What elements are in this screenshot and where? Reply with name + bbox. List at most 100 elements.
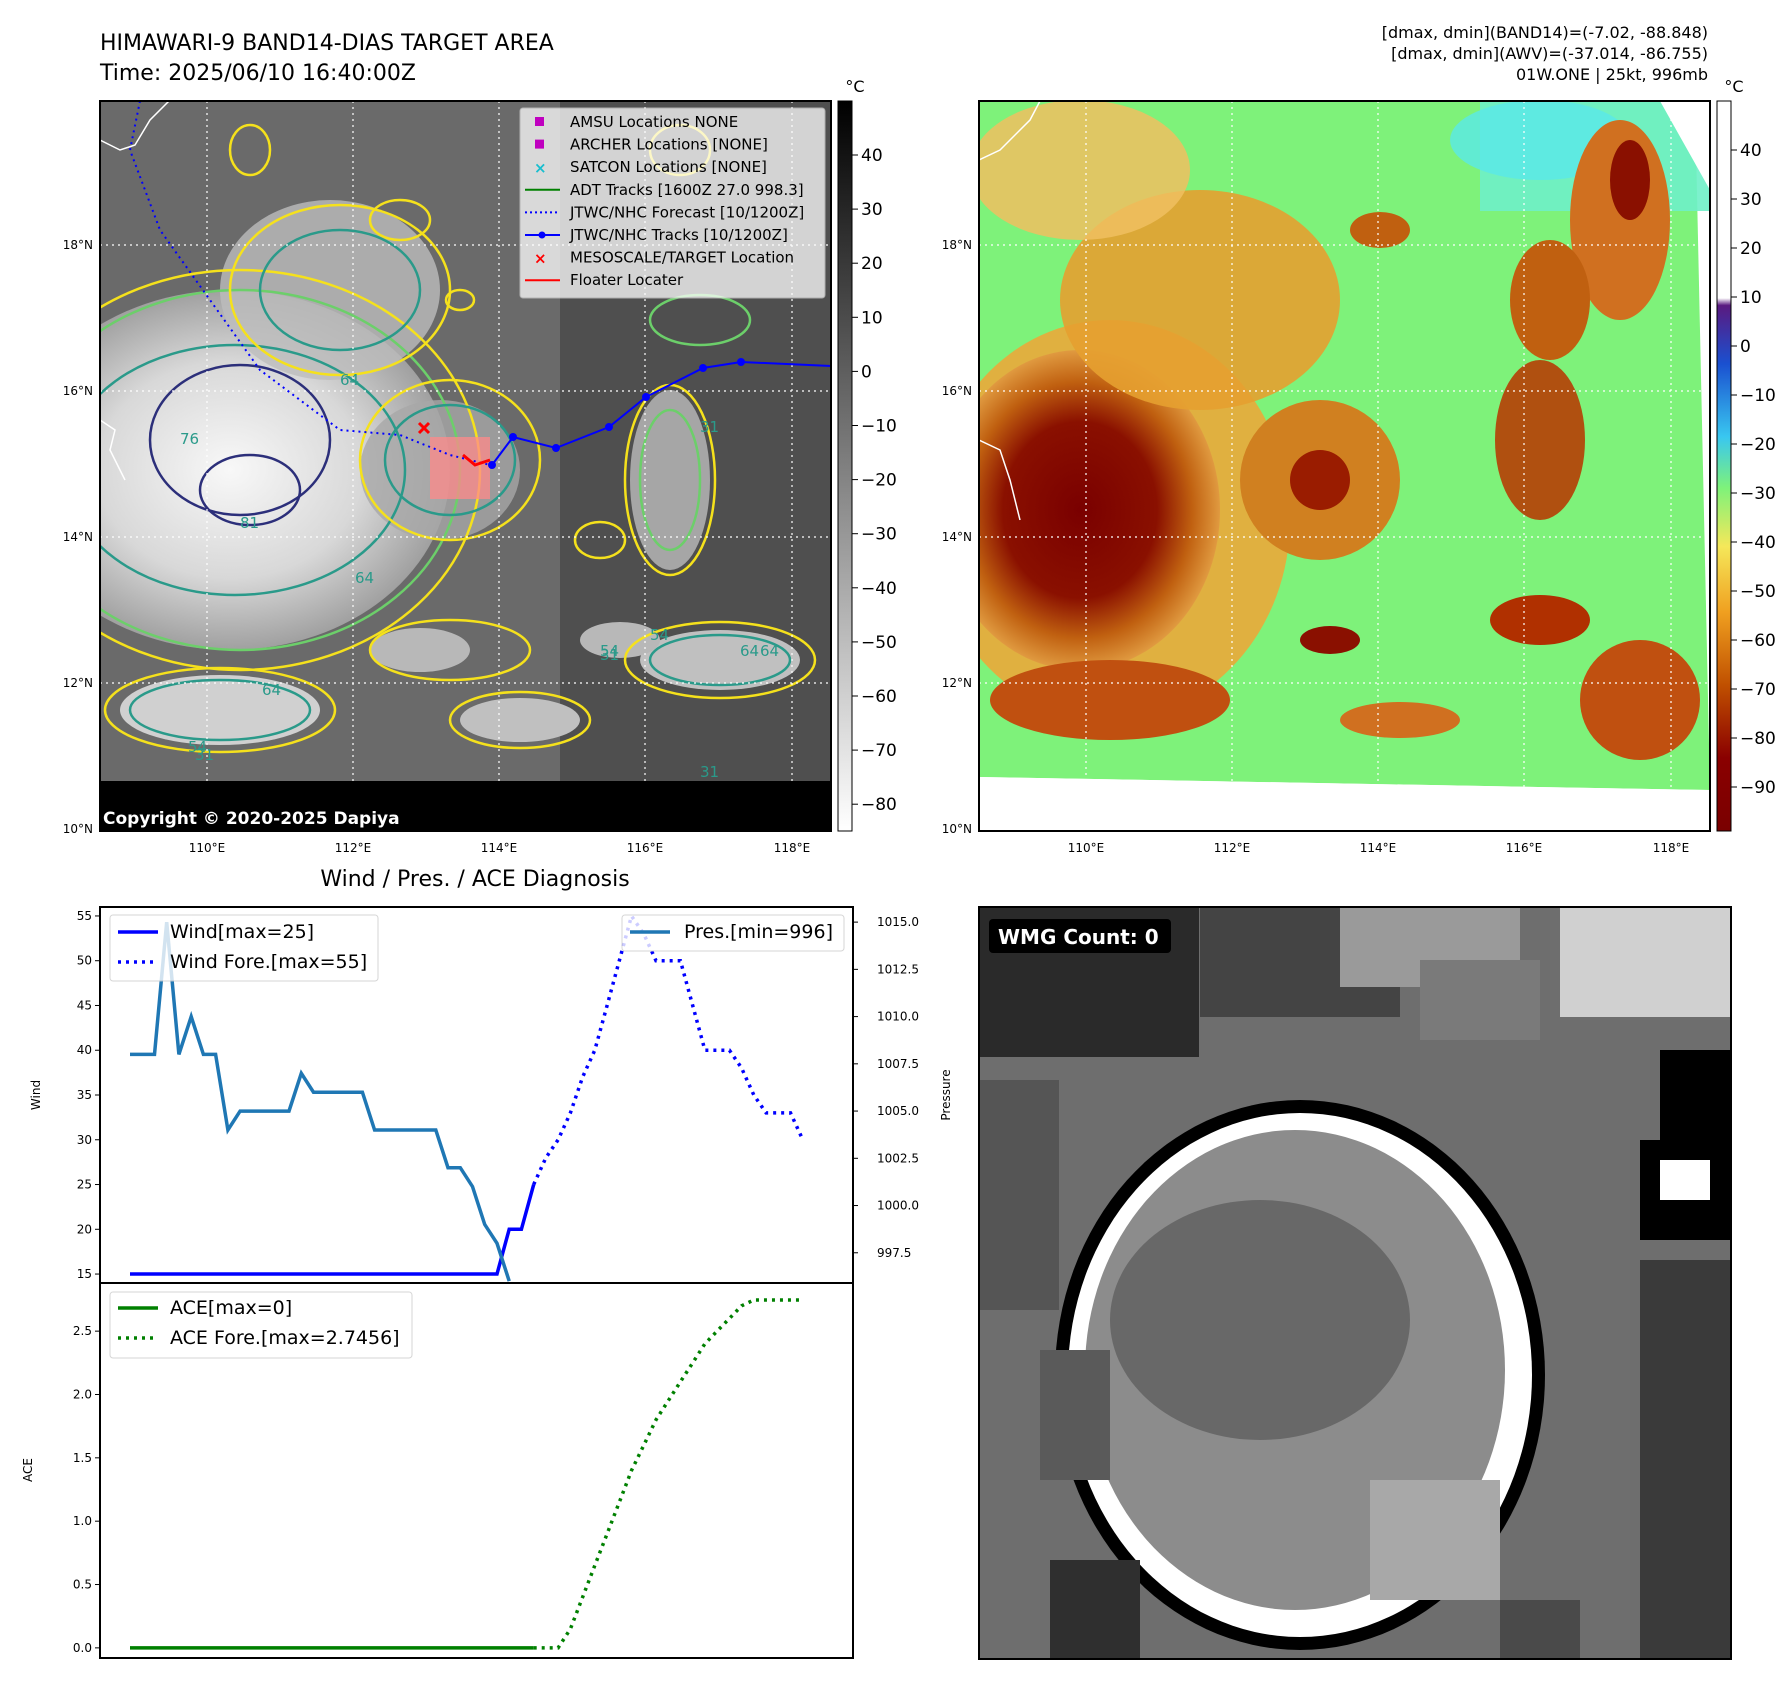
- lat-label: 10°N: [942, 822, 972, 836]
- colorbar-tick-label: −70: [1740, 680, 1776, 700]
- lat-label: 16°N: [63, 384, 93, 398]
- ace-legend: ACE[max=0] ACE Fore.[max=2.7456]: [109, 1291, 413, 1359]
- y-tick-label: 40: [77, 1043, 92, 1057]
- awv-lat-labels: 18°N 16°N 14°N 12°N 10°N: [942, 238, 972, 836]
- ir-lon-labels: 110°E 112°E 114°E 116°E 118°E: [189, 841, 811, 855]
- colorbar-tick-label: 20: [1740, 239, 1762, 259]
- awv-info-line2: [dmax, dmin](AWV)=(-37.014, -86.755): [1391, 44, 1708, 63]
- colorbar-tick-label: −60: [861, 687, 897, 707]
- contour-label: 31: [700, 763, 719, 781]
- y-tick-label: 25: [77, 1178, 92, 1192]
- ir-contour-labels: 76 64 64 54 64 64 54 31 31 81 31 54 64 3…: [180, 371, 779, 781]
- awv-info-line3: 01W.ONE | 25kt, 996mb: [1516, 65, 1708, 84]
- lat-label: 14°N: [942, 530, 972, 544]
- lat-label: 16°N: [942, 384, 972, 398]
- ir-title-line2: Time: 2025/06/10 16:40:00Z: [99, 61, 416, 86]
- legend-marker: ×: [534, 250, 547, 268]
- contour-label: 81: [240, 514, 259, 532]
- legend-label: Pres.[min=996]: [684, 921, 833, 943]
- y2-tick-label: 997.5: [877, 1246, 911, 1260]
- legend-label: Wind Fore.[max=55]: [170, 951, 367, 973]
- contour-label: 31: [195, 746, 214, 764]
- legend-marker: ×: [534, 159, 547, 177]
- legend-label: ACE[max=0]: [170, 1297, 292, 1319]
- copyright-text: Copyright © 2020-2025 Dapiya: [103, 809, 400, 829]
- y2-tick-label: 1007.5: [877, 1057, 919, 1071]
- legend-entry: × SATCON Locations [NONE]: [534, 158, 767, 177]
- awv-info-line1: [dmax, dmin](BAND14)=(-7.02, -88.848): [1382, 23, 1708, 42]
- legend-marker-dot: [538, 231, 546, 239]
- ir-colorbar-unit: °C: [845, 77, 864, 96]
- series-line-0: [130, 1184, 536, 1276]
- y2-tick-label: 1005.0: [877, 1104, 919, 1118]
- lat-label: 14°N: [63, 530, 93, 544]
- colorbar-tick-label: −20: [1740, 435, 1776, 455]
- colorbar-tick-label: 40: [861, 146, 883, 166]
- lon-label: 114°E: [481, 841, 518, 855]
- legend-label: Wind[max=25]: [170, 921, 314, 943]
- legend-marker: [535, 117, 544, 126]
- lon-label: 118°E: [774, 841, 811, 855]
- lat-label: 10°N: [63, 822, 93, 836]
- lon-label: 110°E: [1068, 841, 1105, 855]
- y-tick-label: 15: [77, 1267, 92, 1281]
- lon-label: 110°E: [189, 841, 226, 855]
- colorbar-tick-label: −30: [1740, 484, 1776, 504]
- contour-label: 64: [355, 569, 374, 587]
- colorbar-tick-label: 30: [861, 200, 883, 220]
- contour-label: 64: [740, 642, 759, 660]
- lon-label: 118°E: [1653, 841, 1690, 855]
- colorbar-tick-label: −40: [1740, 533, 1776, 553]
- legend-entry: Floater Locater: [525, 271, 684, 289]
- awv-imagery: [979, 101, 1710, 831]
- awv-lon-labels: 110°E 112°E 114°E 116°E 118°E: [1068, 841, 1690, 855]
- lat-label: 18°N: [63, 238, 93, 252]
- colorbar-tick-label: 20: [861, 254, 883, 274]
- pres-legend: Pres.[min=996]: [621, 914, 845, 952]
- colorbar-tick-label: 40: [1740, 141, 1762, 161]
- legend-marker: [535, 139, 544, 149]
- contour-label: 31: [600, 646, 619, 664]
- contour-label: 54: [650, 626, 669, 644]
- y-tick-label: 55: [77, 909, 92, 923]
- lon-label: 116°E: [627, 841, 664, 855]
- lon-label: 114°E: [1360, 841, 1397, 855]
- legend-entry: ADT Tracks [1600Z 27.0 998.3]: [525, 181, 804, 199]
- awv-panel: [dmax, dmin](BAND14)=(-7.02, -88.848) [d…: [942, 23, 1776, 855]
- ir-legend: AMSU Locations NONE ARCHER Locations [NON…: [519, 107, 826, 299]
- pressure-axis-label: Pressure: [939, 1069, 953, 1120]
- series-line-2: [130, 921, 511, 1282]
- ir-panel: HIMAWARI-9 BAND14-DIAS TARGET AREA Time:…: [63, 31, 897, 855]
- colorbar-tick-label: −50: [861, 633, 897, 653]
- contour-label: 54: [188, 738, 207, 756]
- colorbar-tick-label: 0: [1740, 337, 1751, 357]
- ir-title-line1: HIMAWARI-9 BAND14-DIAS TARGET AREA: [100, 31, 554, 56]
- contour-label: 76: [180, 430, 199, 448]
- y-tick-label: 2.5: [73, 1324, 92, 1338]
- legend-entry: AMSU Locations NONE: [535, 113, 738, 131]
- contour-label: 64: [340, 371, 359, 389]
- y-tick-label: 1.0: [73, 1514, 92, 1528]
- series-line-1: [532, 911, 805, 1186]
- y-tick-label: 35: [77, 1088, 92, 1102]
- contour-label: 31: [700, 418, 719, 436]
- wind-pres-chart: Wind / Pres. / ACE Diagnosis Wind Pressu…: [29, 867, 953, 1284]
- colorbar-tick-label: −20: [861, 471, 897, 491]
- legend-label: JTWC/NHC Forecast [10/1200Z]: [569, 203, 804, 221]
- legend-label: AMSU Locations NONE: [570, 113, 738, 131]
- contour-label: 54: [600, 642, 619, 660]
- wmg-panel: WMG Count: 0: [978, 906, 1732, 1660]
- colorbar-tick-label: −10: [1740, 386, 1776, 406]
- wmg-count-text: WMG Count: 0: [998, 925, 1159, 949]
- lon-label: 112°E: [335, 841, 372, 855]
- colorbar-tick-label: 30: [1740, 190, 1762, 210]
- legend-entry: ARCHER Locations [NONE]: [535, 136, 768, 154]
- lon-label: 112°E: [1214, 841, 1251, 855]
- colorbar-tick-label: −70: [861, 741, 897, 761]
- y2-tick-label: 1012.5: [877, 962, 919, 976]
- y2-tick-label: 1002.5: [877, 1151, 919, 1165]
- colorbar-tick-label: −10: [861, 417, 897, 437]
- y-tick-label: 2.0: [73, 1387, 92, 1401]
- ir-colorbar: °C 40 30 20 10 0 −10 −20 −30 −40 −50 −60 −70 −80: [837, 77, 897, 832]
